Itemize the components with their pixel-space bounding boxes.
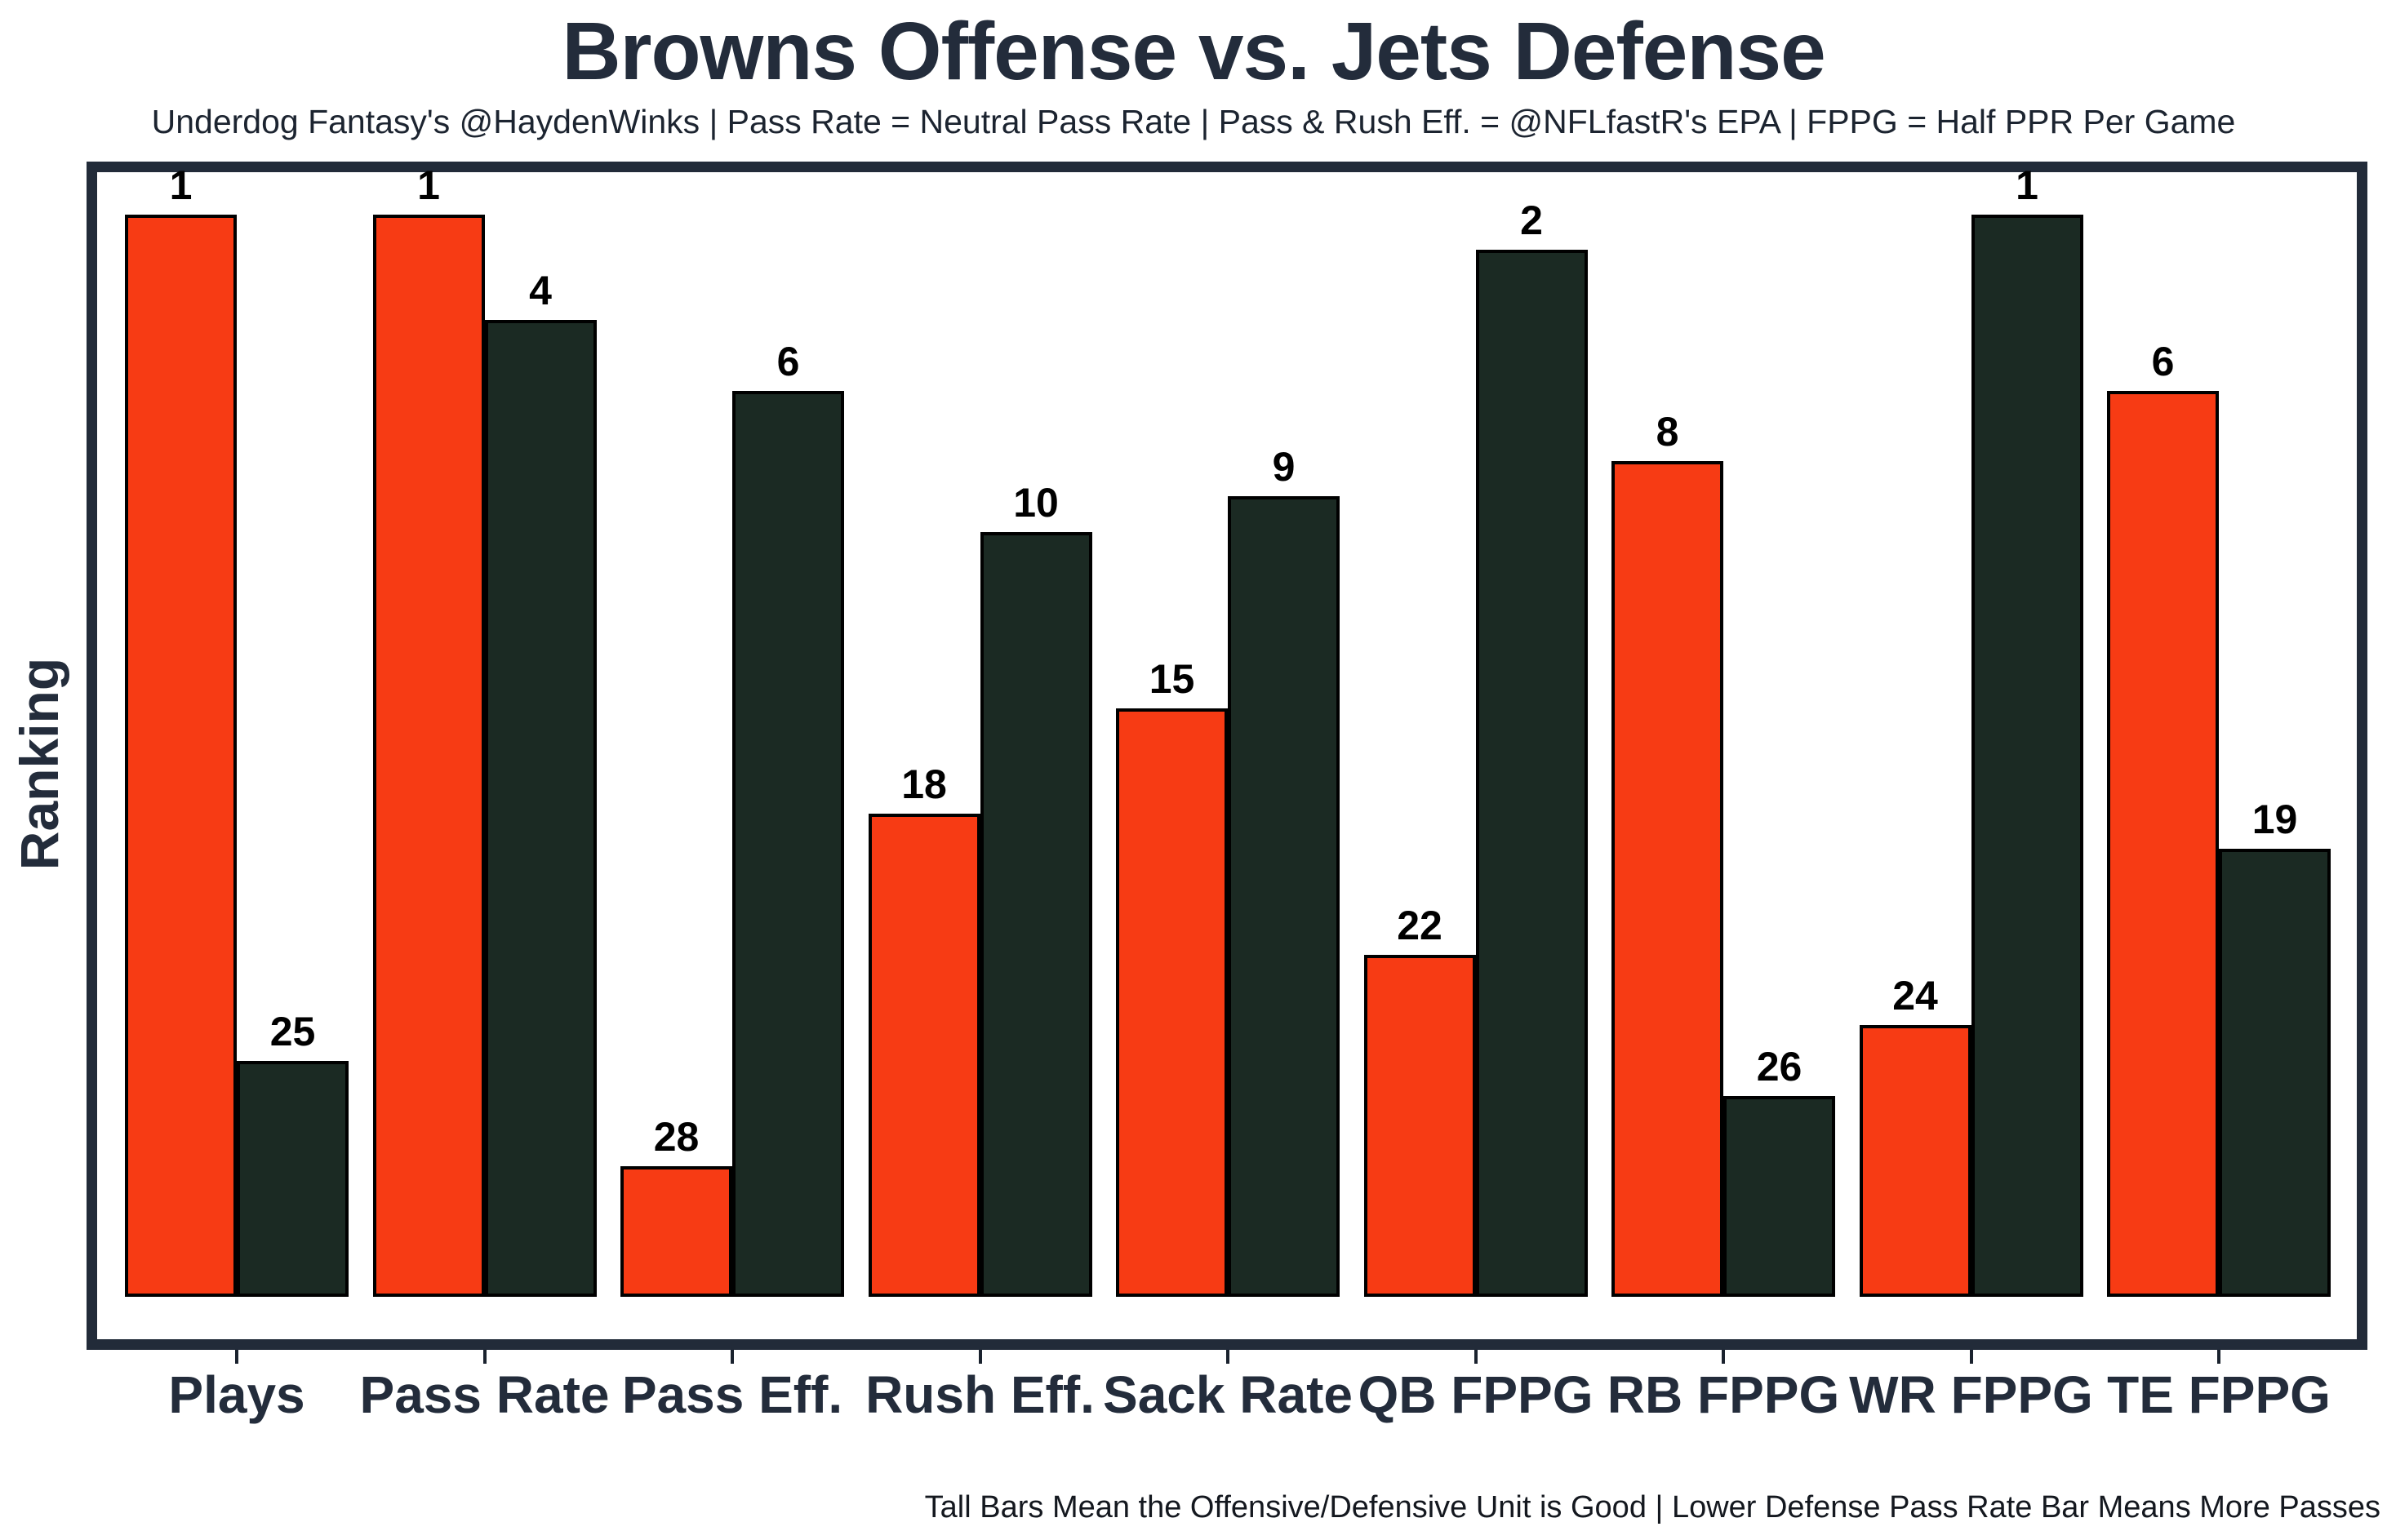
x-tick-label-rush-eff: Rush Eff. [865, 1365, 1095, 1424]
x-tick-label-pass-rate: Pass Rate [359, 1365, 610, 1424]
bar-value-browns-offense-te-fppg: 6 [2151, 339, 2175, 384]
bar-value-jets-defense-qb-fppg: 2 [1520, 197, 1543, 243]
bar-browns-offense-sack-rate [1116, 708, 1228, 1297]
bar-value-jets-defense-rb-fppg: 26 [1756, 1044, 1802, 1090]
x-tick-sack-rate [1226, 1350, 1229, 1364]
bar-jets-defense-sack-rate [1228, 496, 1340, 1297]
plot-area: 1 25 1 4 28 6 18 10 15 9 22 2 8 26 24 1 6 19 [97, 164, 2357, 1339]
y-axis-label: Ranking [9, 657, 69, 871]
bar-jets-defense-pass-rate [484, 320, 597, 1297]
bar-value-browns-offense-rush-eff: 18 [901, 761, 947, 807]
bar-value-browns-offense-pass-eff: 28 [653, 1114, 700, 1160]
bar-value-browns-offense-qb-fppg: 22 [1397, 903, 1442, 948]
bar-browns-offense-pass-eff [620, 1166, 732, 1297]
x-tick-label-wr-fppg: WR FPPG [1849, 1365, 2093, 1424]
bar-browns-offense-wr-fppg [1859, 1025, 1971, 1297]
x-tick-rb-fppg [1722, 1350, 1725, 1364]
x-tick-label-sack-rate: Sack Rate [1103, 1365, 1353, 1424]
x-tick-qb-fppg [1474, 1350, 1478, 1364]
bar-jets-defense-rush-eff [980, 532, 1092, 1297]
bar-value-jets-defense-sack-rate: 9 [1272, 444, 1296, 490]
bar-value-browns-offense-rb-fppg: 8 [1656, 409, 1679, 455]
x-tick-label-rb-fppg: RB FPPG [1607, 1365, 1840, 1424]
bar-browns-offense-pass-rate [372, 215, 485, 1297]
x-tick-pass-eff [731, 1350, 734, 1364]
x-tick-plays [235, 1350, 238, 1364]
bar-value-jets-defense-rush-eff: 10 [1013, 480, 1059, 526]
bar-value-jets-defense-plays: 25 [269, 1009, 316, 1054]
bar-jets-defense-plays [237, 1061, 349, 1297]
bar-value-jets-defense-te-fppg: 19 [2251, 797, 2298, 842]
bar-value-jets-defense-pass-rate: 4 [529, 268, 552, 313]
bar-browns-offense-plays [125, 215, 237, 1297]
chart-title: Browns Offense vs. Jets Defense [562, 6, 1825, 97]
x-tick-te-fppg [2217, 1350, 2220, 1364]
x-tick-rush-eff [978, 1350, 982, 1364]
x-tick-label-te-fppg: TE FPPG [2107, 1365, 2331, 1424]
x-tick-label-pass-eff: Pass Eff. [621, 1365, 843, 1424]
bar-value-browns-offense-plays: 1 [169, 162, 193, 208]
bar-value-jets-defense-pass-eff: 6 [776, 339, 800, 384]
chart-footnote: Tall Bars Mean the Offensive/Defensive U… [924, 1490, 2380, 1524]
bar-value-browns-offense-wr-fppg: 24 [1892, 973, 1938, 1019]
bar-browns-offense-te-fppg [2107, 391, 2219, 1297]
x-tick-wr-fppg [1969, 1350, 1973, 1364]
x-tick-label-qb-fppg: QB FPPG [1358, 1365, 1594, 1424]
x-tick-pass-rate [482, 1350, 487, 1364]
bar-value-jets-defense-wr-fppg: 1 [2016, 162, 2038, 208]
bar-jets-defense-qb-fppg [1475, 250, 1588, 1297]
bar-value-browns-offense-pass-rate: 1 [417, 162, 440, 208]
bar-jets-defense-pass-eff [732, 391, 844, 1297]
bar-value-browns-offense-sack-rate: 15 [1149, 656, 1195, 702]
x-tick-label-plays: Plays [168, 1365, 305, 1424]
bar-jets-defense-wr-fppg [1971, 215, 2083, 1297]
bar-jets-defense-rb-fppg [1723, 1096, 1835, 1297]
bar-browns-offense-qb-fppg [1363, 955, 1476, 1297]
chart-subtitle: Underdog Fantasy's @HaydenWinks | Pass R… [151, 103, 2236, 140]
bar-jets-defense-te-fppg [2219, 849, 2331, 1297]
bar-browns-offense-rb-fppg [1611, 461, 1723, 1297]
bar-browns-offense-rush-eff [868, 814, 980, 1297]
